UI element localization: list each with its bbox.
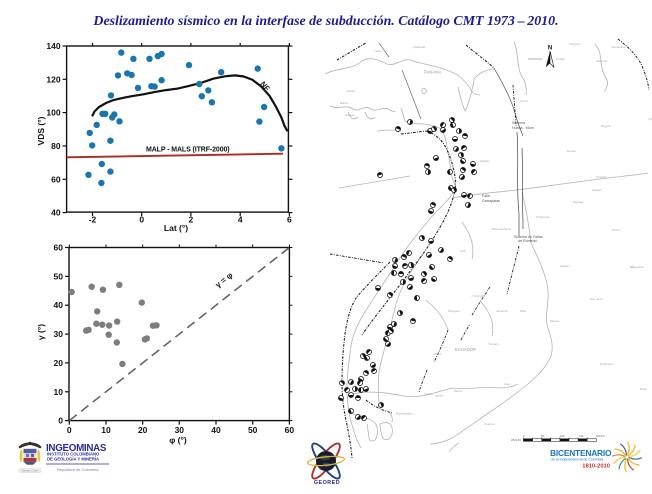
svg-text:Urrao: Urrao xyxy=(520,99,528,103)
svg-text:30: 30 xyxy=(175,425,185,435)
svg-text:Sistema: Sistema xyxy=(512,121,525,125)
svg-text:San José: San José xyxy=(590,297,603,301)
svg-text:40: 40 xyxy=(211,425,221,435)
svg-text:0: 0 xyxy=(58,416,63,426)
svg-text:Km: Km xyxy=(630,265,635,269)
svg-text:Cali: Cali xyxy=(460,249,466,253)
svg-text:Garrapatas: Garrapatas xyxy=(482,199,500,203)
svg-text:10: 10 xyxy=(101,425,111,435)
svg-text:de la Independencia de Colombi: de la Independencia de Colombia xyxy=(551,457,603,461)
svg-text:Yopal: Yopal xyxy=(648,117,652,121)
svg-text:Honda: Honda xyxy=(567,149,576,153)
svg-text:Tulcán: Tulcán xyxy=(424,392,433,396)
svg-text:200 Km: 200 Km xyxy=(596,434,605,438)
svg-text:Jamundí: Jamundí xyxy=(496,309,508,313)
svg-text:DE GEOLOGÍA Y MINERÍA: DE GEOLOGÍA Y MINERÍA xyxy=(47,456,99,461)
svg-text:30: 30 xyxy=(54,329,64,339)
svg-text:0: 0 xyxy=(67,425,72,435)
svg-text:N: N xyxy=(548,46,552,52)
svg-text:60: 60 xyxy=(51,174,61,184)
svg-text:Deslizamiento sísmico en la in: Deslizamiento sísmico en la interfase de… xyxy=(92,14,558,29)
svg-text:0: 0 xyxy=(139,215,144,225)
svg-text:MALP - MALS (ITRF-2000): MALP - MALS (ITRF-2000) xyxy=(146,147,230,154)
svg-text:20: 20 xyxy=(138,425,148,435)
svg-text:φ (°): φ (°) xyxy=(169,435,187,445)
svg-text:VDS (°): VDS (°) xyxy=(36,116,46,145)
svg-text:Buenaventura: Buenaventura xyxy=(492,227,511,231)
svg-text:60: 60 xyxy=(54,243,64,253)
svg-text:República de Colombia: República de Colombia xyxy=(57,467,99,472)
svg-text:Libertad y Orden: Libertad y Orden xyxy=(21,470,39,473)
svg-text:Amalfi: Amalfi xyxy=(556,57,565,61)
svg-text:10: 10 xyxy=(54,387,64,397)
svg-text:50: 50 xyxy=(541,434,544,438)
svg-text:1810-2010: 1810-2010 xyxy=(582,464,610,470)
svg-text:Ibarra: Ibarra xyxy=(454,389,462,393)
svg-text:Esmeraldas: Esmeraldas xyxy=(396,412,412,416)
svg-text:50: 50 xyxy=(248,425,258,435)
svg-text:2: 2 xyxy=(189,215,194,225)
svg-text:γ (°): γ (°) xyxy=(36,324,46,340)
svg-text:de Romeral: de Romeral xyxy=(518,239,537,243)
svg-text:Segovia: Segovia xyxy=(596,59,607,63)
svg-text:Ipiales: Ipiales xyxy=(435,394,444,398)
svg-text:40: 40 xyxy=(54,300,64,310)
svg-text:WGS 84: WGS 84 xyxy=(511,438,521,442)
svg-text:Apartadó: Apartadó xyxy=(413,45,426,49)
svg-text:Ibagué: Ibagué xyxy=(592,188,602,192)
svg-text:60: 60 xyxy=(285,425,295,435)
svg-text:BICENTENARIO: BICENTENARIO xyxy=(550,448,612,458)
svg-text:Tumaco: Tumaco xyxy=(488,342,499,346)
svg-text:Popayán: Popayán xyxy=(448,309,460,313)
svg-text:Bogotá: Bogotá xyxy=(601,124,611,128)
svg-text:0: 0 xyxy=(523,434,525,438)
svg-text:150: 150 xyxy=(579,434,584,438)
svg-text:Remedios: Remedios xyxy=(612,45,626,49)
svg-text:Chaparral: Chaparral xyxy=(536,215,550,219)
svg-text:20: 20 xyxy=(54,358,64,368)
svg-text:PANAMÁ: PANAMÁ xyxy=(424,70,442,75)
svg-text:Hubitá - Murrí: Hubitá - Murrí xyxy=(512,126,534,130)
svg-text:ECUADOR: ECUADOR xyxy=(455,347,476,352)
svg-text:Cuenca: Cuenca xyxy=(484,422,495,426)
svg-text:Solano: Solano xyxy=(345,113,355,117)
svg-text:INSTITUTO COLOMBIANO: INSTITUTO COLOMBIANO xyxy=(47,451,100,456)
svg-text:4: 4 xyxy=(238,215,243,225)
svg-text:Lago: Lago xyxy=(504,382,511,386)
svg-text:Pasto: Pasto xyxy=(434,352,442,356)
svg-text:Lat (°): Lat (°) xyxy=(164,223,188,233)
svg-text:100: 100 xyxy=(46,108,60,118)
svg-text:140: 140 xyxy=(46,41,60,51)
svg-text:Cáceres: Cáceres xyxy=(569,42,581,46)
svg-text:50: 50 xyxy=(54,271,64,281)
svg-text:6: 6 xyxy=(287,215,292,225)
svg-text:Turbo: Turbo xyxy=(374,49,382,53)
svg-text:Neiva: Neiva xyxy=(612,228,620,232)
svg-text:Quibdó: Quibdó xyxy=(480,159,490,163)
svg-text:Florencia: Florencia xyxy=(631,265,644,269)
svg-text:120: 120 xyxy=(46,74,60,84)
svg-text:J. Florida: J. Florida xyxy=(471,294,484,298)
svg-text:-2: -2 xyxy=(89,215,97,225)
svg-text:100: 100 xyxy=(560,434,565,438)
svg-text:Espinal: Espinal xyxy=(573,200,583,204)
svg-text:Falla: Falla xyxy=(482,194,490,198)
svg-text:Garzón: Garzón xyxy=(560,264,570,268)
svg-text:80: 80 xyxy=(51,141,61,151)
svg-text:GEORED: GEORED xyxy=(314,480,340,486)
svg-text:Juradó: Juradó xyxy=(346,89,356,93)
svg-text:Napo: Napo xyxy=(640,387,648,391)
svg-text:Sistema de Fallas: Sistema de Fallas xyxy=(514,235,543,239)
svg-text:Pital: Pital xyxy=(520,309,526,313)
svg-text:Mocoa: Mocoa xyxy=(550,319,559,323)
svg-text:Putumayo: Putumayo xyxy=(600,362,614,366)
svg-text:40: 40 xyxy=(51,208,61,218)
svg-text:INGEOMINAS: INGEOMINAS xyxy=(46,443,107,454)
svg-text:Bahía: Bahía xyxy=(340,101,348,105)
svg-text:Girardot: Girardot xyxy=(596,175,607,179)
